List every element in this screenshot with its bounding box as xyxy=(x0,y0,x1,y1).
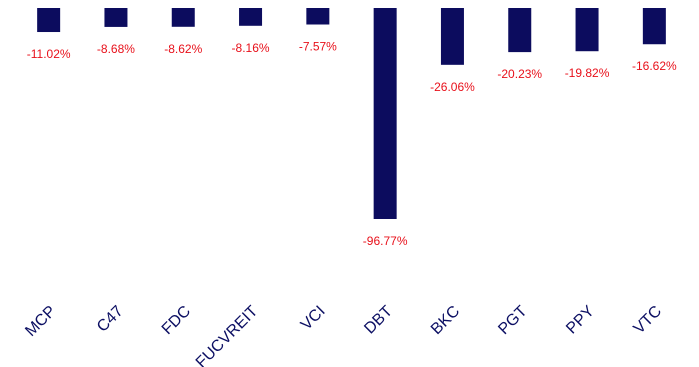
value-label: -20.23% xyxy=(497,67,542,81)
bar xyxy=(440,8,464,65)
x-tick-label: C47 xyxy=(94,303,127,336)
value-label: -8.16% xyxy=(232,41,270,55)
bar xyxy=(104,8,128,27)
value-label: -8.62% xyxy=(164,42,202,56)
bar xyxy=(239,8,263,26)
x-tick-label: PGT xyxy=(495,303,530,338)
bar xyxy=(642,8,666,45)
value-label: -7.57% xyxy=(299,40,337,54)
x-tick-label: FDC xyxy=(159,303,194,338)
bar xyxy=(171,8,195,27)
x-tick-label: MCP xyxy=(22,303,59,340)
value-label: -16.62% xyxy=(632,59,677,73)
bar xyxy=(575,8,599,52)
x-tick-label: BKC xyxy=(428,303,463,338)
x-tick-label: PPY xyxy=(563,303,598,338)
x-tick-label: DBT xyxy=(361,303,396,338)
bar xyxy=(37,8,61,33)
x-tick-label: FUCVREIT xyxy=(193,303,262,367)
x-tick-label: VCI xyxy=(298,303,329,334)
bar xyxy=(306,8,330,25)
value-label: -19.82% xyxy=(565,66,610,80)
bar xyxy=(373,8,397,219)
value-label: -26.06% xyxy=(430,80,475,94)
value-label: -96.77% xyxy=(363,234,408,248)
x-tick-label: VTC xyxy=(631,303,666,338)
value-label: -11.02% xyxy=(27,47,71,61)
value-label: -8.68% xyxy=(97,42,135,56)
bar xyxy=(508,8,532,53)
